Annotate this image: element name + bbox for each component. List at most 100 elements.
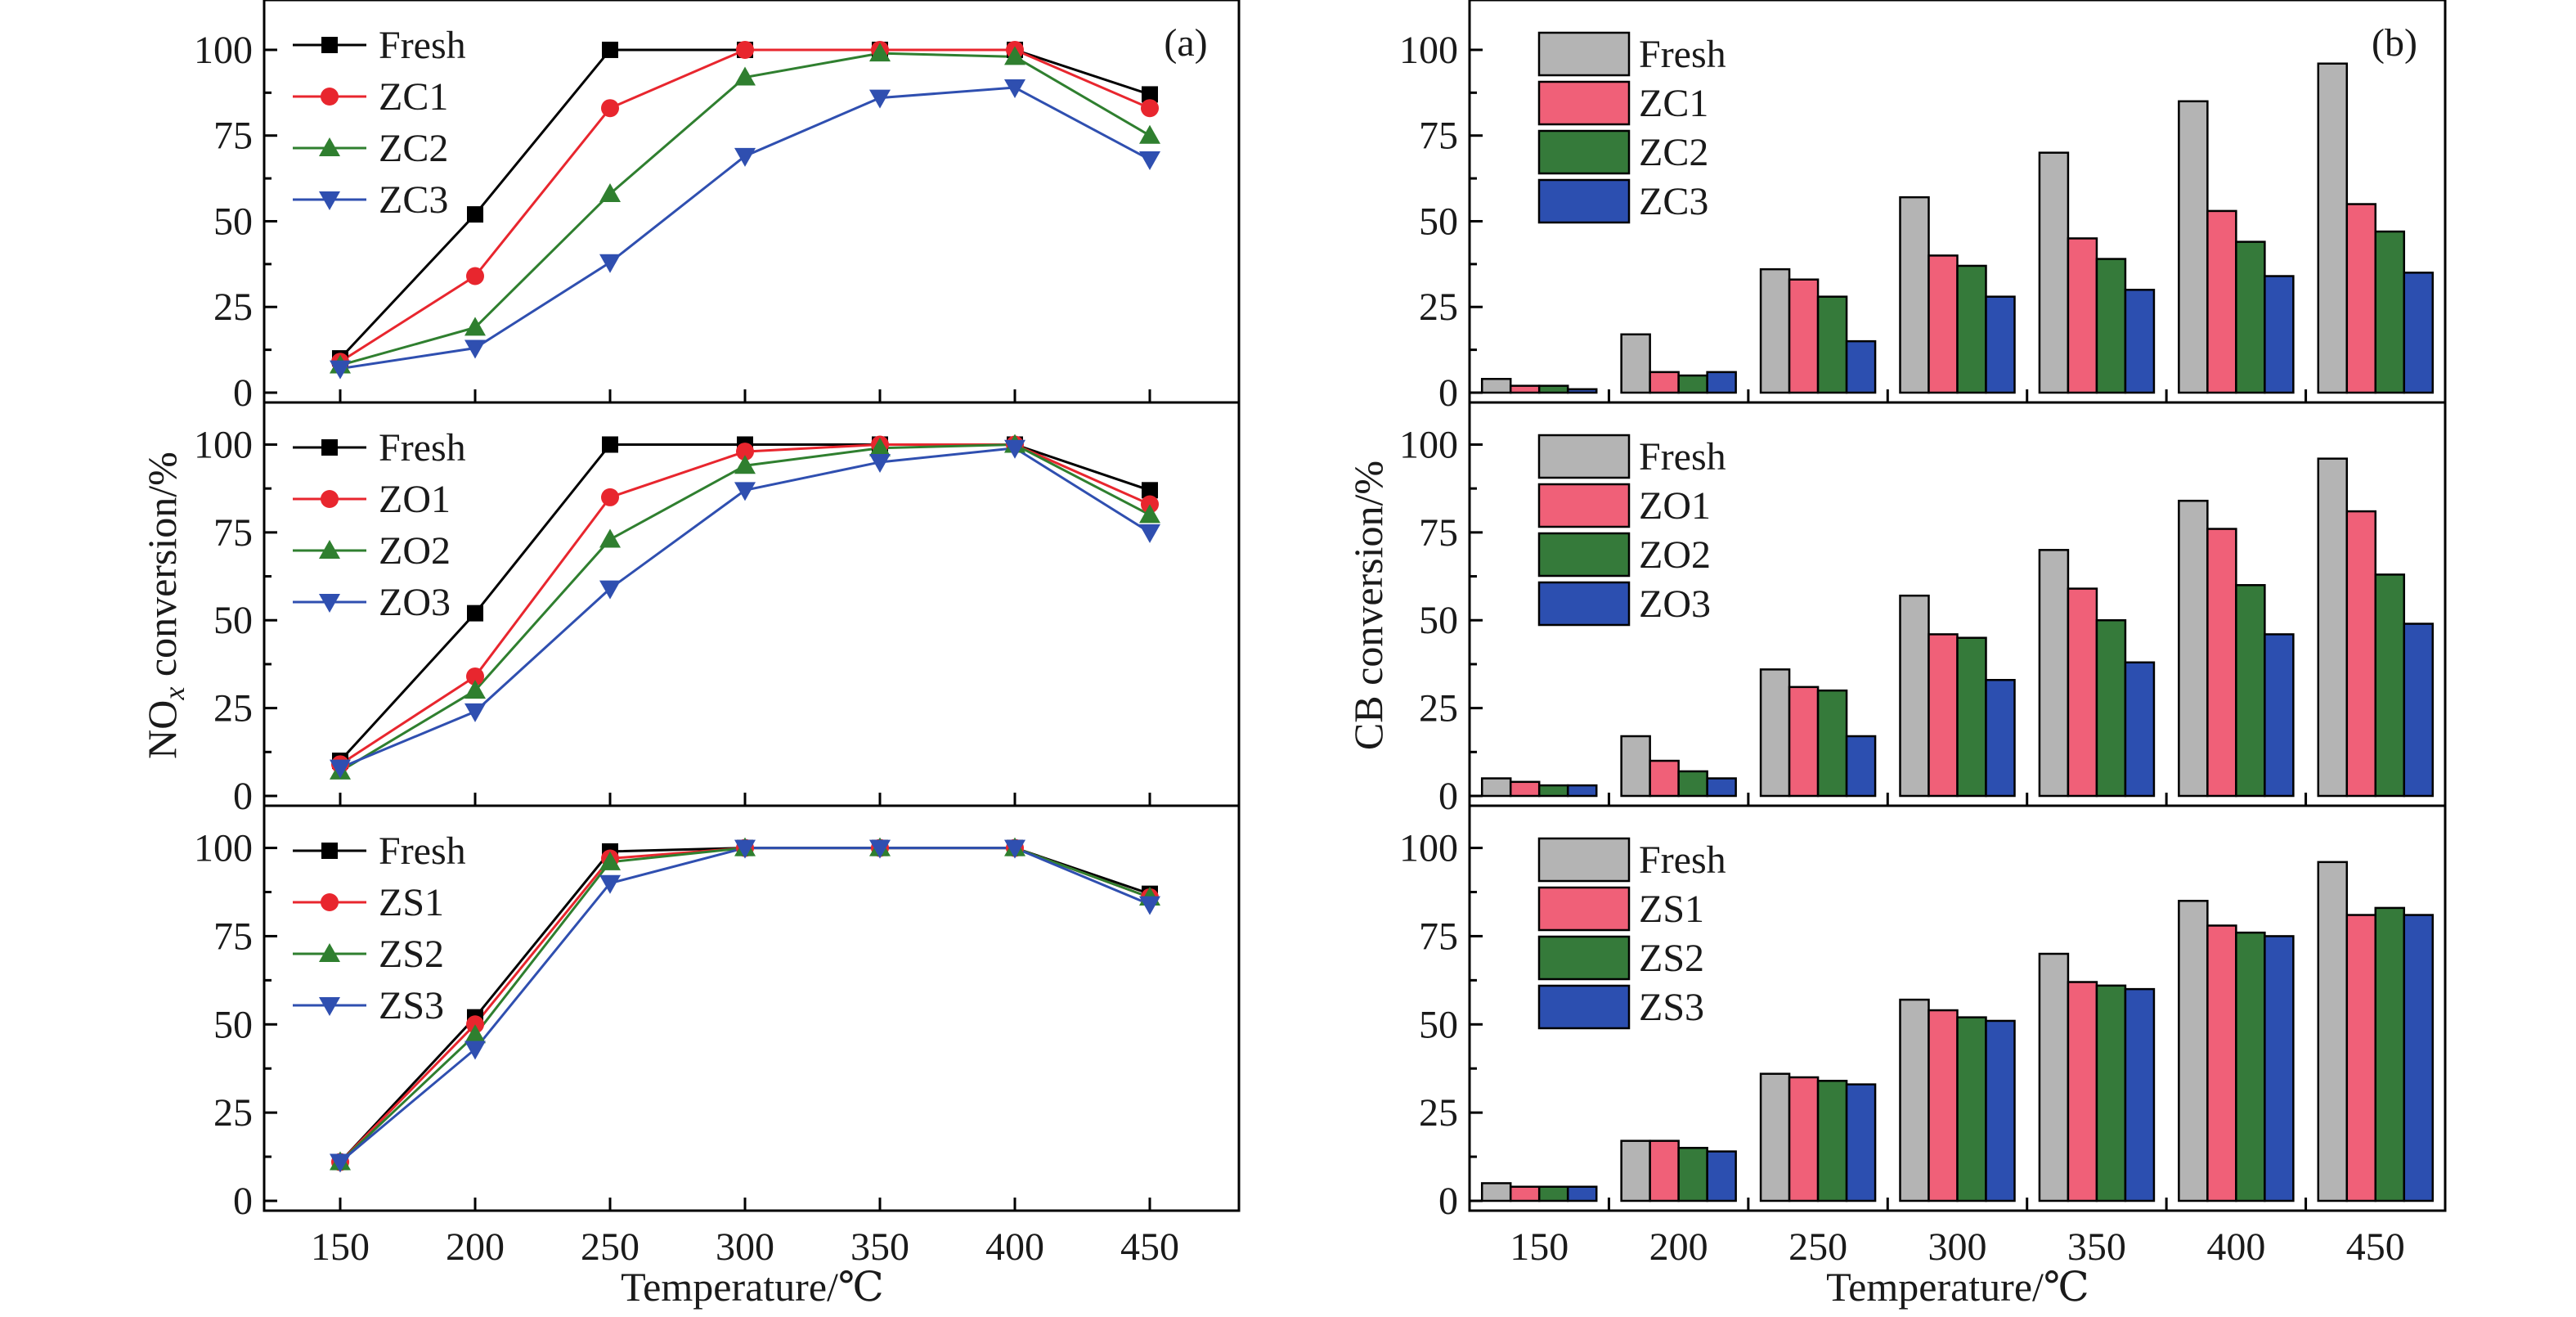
bar-panel-3-legend-swatch	[1537, 984, 1631, 1030]
line-panel-1-point-fresh	[1142, 86, 1158, 103]
line-panel-3-legend-swatch-marker	[319, 997, 340, 1016]
left-y-axis-label-sub: x	[158, 687, 191, 701]
bar-panel-2-bar-zo2	[1677, 770, 1708, 798]
chart-text: 0 25 50 75 100 Fresh ZC1 ZC2 ZC3 0 25 50 75 100 Fresh Z…	[194, 24, 2405, 1269]
line-panel-2-point-zo3	[869, 453, 891, 473]
bar-panel-2-bar-fresh	[2317, 457, 2349, 798]
bar-x-tick-label: 200	[1649, 1225, 1708, 1269]
bar-panel-3-bar-zs1	[1928, 1009, 1959, 1202]
line-panel-2-legend-swatch-marker	[319, 594, 340, 613]
bar-panel-2-y-tick-label: 100	[1399, 423, 1458, 466]
panel-frames	[263, 0, 2447, 1212]
bar-panel-1-y-tick-label: 25	[1419, 285, 1458, 329]
bar-panel-3-bar-zs2	[1677, 1147, 1708, 1202]
bar-panel-2-bar-fresh	[1899, 594, 1930, 798]
bar-panel-1-y-tick-label: 100	[1399, 29, 1458, 72]
line-panel-2-point-zo3	[734, 482, 756, 501]
line-panel-3-y-tick-label: 25	[213, 1091, 253, 1135]
bar-panel-2-legend-label: ZO2	[1639, 533, 1711, 577]
bar-panel-3-bar-zs3	[1566, 1185, 1598, 1202]
bar-panel-3-bar-zs3	[2403, 914, 2435, 1202]
bar-panel-3-bar-zs2	[2374, 906, 2406, 1202]
line-panel-2-point-zo2	[464, 680, 486, 699]
line-panel-2-point-fresh	[602, 436, 618, 453]
line-panel-1-point-fresh	[602, 41, 618, 58]
bar-panel-1-bar-fresh	[2178, 100, 2209, 394]
bar-panel-1-bar-zc3	[2124, 289, 2156, 394]
bar-panel-1-legend-label: ZC2	[1639, 131, 1708, 174]
bar-panel-1-legend-swatch	[1537, 129, 1631, 175]
bar-panel-3-legend-label: ZS3	[1639, 986, 1704, 1029]
bar-panel-2-bar-zo1	[1928, 633, 1959, 798]
bar-panel-2-bar-zo1	[2067, 587, 2098, 798]
line-panel-1-point-zc3	[1139, 151, 1160, 171]
line-panel-1-point-zc3	[599, 254, 621, 273]
bar-panel-1-bar-zc3	[1706, 371, 1737, 394]
bar-panel-1-y-tick-label: 50	[1419, 200, 1458, 243]
bar-panel-1-bar-zc1	[1509, 384, 1541, 394]
bar-panel-1-bar-fresh	[2317, 62, 2349, 394]
line-panel-2-y-tick-label: 0	[233, 775, 253, 818]
bar-panel-3-legend-swatch	[1537, 935, 1631, 981]
line-panel-2-legend-label: ZO2	[379, 529, 451, 573]
bar-panel-3-bar-zs1	[2345, 914, 2377, 1202]
line-panel-2-legend-swatch-marker	[321, 490, 339, 508]
line-panel-2-legend-swatch-marker	[321, 439, 338, 456]
bar-panel-2-bar-zo3	[1985, 679, 2016, 798]
bar-x-tick-label: 450	[2346, 1225, 2405, 1269]
bar-panel-1-bar-zc2	[2095, 258, 2127, 394]
line-panel-1-legend-label: ZC1	[379, 75, 448, 119]
bar-panel-1-bar-zc3	[2403, 272, 2435, 394]
bar-panel-1-legend-label: ZC1	[1639, 82, 1708, 125]
bar-panel-2-bar-fresh	[1759, 668, 1791, 798]
bar-panel-2-bar-zo3	[1566, 784, 1598, 798]
bar-panel-2-bar-zo2	[2374, 573, 2406, 798]
line-panel-2-point-zo3	[1139, 524, 1160, 543]
bar-panel-2-bar-zo3	[2264, 633, 2295, 798]
line-x-tick-label: 200	[446, 1225, 505, 1269]
bar-panel-3-bar-zs1	[1649, 1139, 1680, 1202]
panel-a-label: (a)	[1164, 21, 1207, 65]
line-panel-3-point-zs3	[599, 874, 621, 894]
bar-panel-3-frame	[1468, 804, 2447, 1212]
bar-panel-2-y-tick-label: 50	[1419, 599, 1458, 642]
bar-panel-1-bar-fresh	[1899, 196, 1930, 394]
bar-panel-1-bar-zc2	[1677, 374, 1708, 394]
line-panel-3-legend-label: ZS3	[379, 984, 444, 1027]
bar-panel-3-y-tick-label: 100	[1399, 827, 1458, 870]
bar-panel-2-bar-fresh	[2038, 549, 2070, 798]
bar-panel-2-legend-label: Fresh	[1639, 435, 1726, 479]
bar-panel-2-legend-swatch	[1537, 581, 1631, 627]
panel-b-label: (b)	[2372, 21, 2417, 65]
line-panel-3-point-zs2	[464, 1024, 486, 1044]
line-panel-3-point-zs3	[464, 1041, 486, 1060]
line-panel-1-point-zc2	[599, 182, 621, 202]
line-panel-1-point-zc3	[1004, 79, 1025, 99]
bar-panel-2-bar-fresh	[1480, 777, 1512, 798]
bar-panel-1-bar-zc2	[2374, 230, 2406, 394]
line-panel-2-legend-label: ZO3	[379, 581, 451, 624]
line-panel-2-y-tick-label: 75	[213, 511, 253, 555]
line-panel-1-legend-swatch-marker	[321, 37, 338, 53]
bar-panel-1-bar-fresh	[1620, 333, 1651, 394]
bar-panel-1-bar-zc1	[2345, 203, 2377, 394]
bar-panel-1-legend-swatch	[1537, 178, 1631, 224]
bar-panel-3-bar-zs1	[2067, 981, 2098, 1202]
line-panel-3-legend-swatch-marker	[319, 943, 340, 962]
line-panel-3-point-zs2	[599, 851, 621, 870]
bar-panel-3-bar-fresh	[2038, 952, 2070, 1202]
bar-panel-2-bar-zo2	[1956, 636, 1987, 798]
bar-panel-1-bar-zc3	[1566, 388, 1598, 394]
bar-panel-1-legend-label: Fresh	[1639, 33, 1726, 76]
line-panel-3-legend-swatch-marker	[321, 843, 338, 859]
line-panel-3-series-line-fresh	[339, 847, 1151, 1163]
bar-panel-1-bar-zc3	[1985, 295, 2016, 394]
line-panel-2-point-zo2	[599, 528, 621, 548]
line-panel-1-y-tick-label: 75	[213, 115, 253, 158]
bar-panel-1-bar-zc2	[1956, 264, 1987, 394]
bar-panel-3-bar-zs3	[2124, 987, 2156, 1202]
bar-panel-3-bar-fresh	[1899, 998, 1930, 1202]
bar-panel-3-bar-fresh	[2317, 861, 2349, 1202]
line-panel-2-point-zo3	[330, 759, 351, 779]
left-y-axis-label: NOx conversion/%	[139, 452, 191, 759]
